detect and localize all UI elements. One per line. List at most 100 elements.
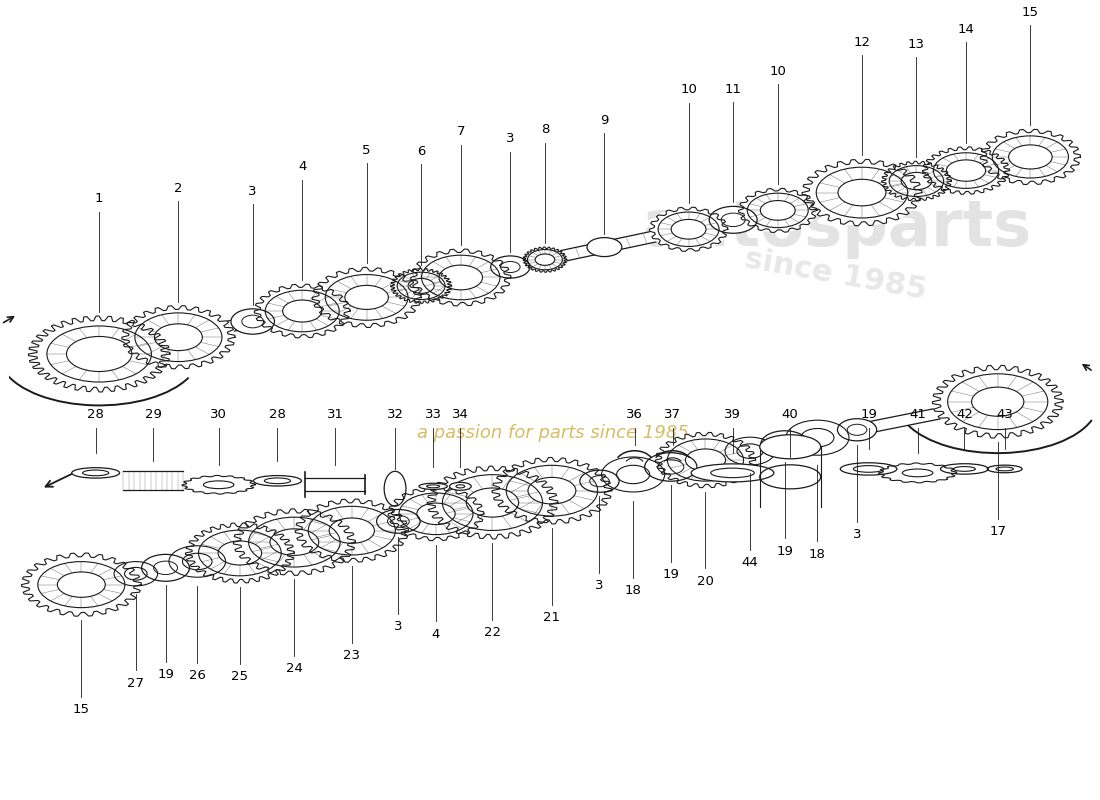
Ellipse shape — [376, 510, 420, 534]
Text: since 1985: since 1985 — [742, 245, 929, 306]
Text: 15: 15 — [73, 703, 90, 716]
Ellipse shape — [761, 430, 808, 458]
Ellipse shape — [656, 432, 756, 488]
Ellipse shape — [254, 284, 350, 338]
Ellipse shape — [491, 256, 530, 278]
Ellipse shape — [592, 451, 674, 498]
Ellipse shape — [419, 483, 448, 490]
Text: 3: 3 — [249, 185, 257, 198]
Text: autosparts: autosparts — [641, 197, 1031, 258]
Text: 19: 19 — [860, 409, 877, 422]
Ellipse shape — [776, 414, 859, 461]
Text: 14: 14 — [957, 23, 975, 36]
Text: 11: 11 — [725, 82, 741, 96]
Ellipse shape — [645, 453, 697, 481]
Text: 44: 44 — [741, 556, 758, 570]
Text: 3: 3 — [394, 620, 403, 634]
Text: 32: 32 — [386, 409, 404, 422]
Ellipse shape — [390, 269, 452, 303]
Text: 22: 22 — [484, 626, 500, 639]
Ellipse shape — [295, 499, 408, 562]
Ellipse shape — [980, 130, 1080, 185]
Ellipse shape — [183, 475, 255, 494]
Text: 4: 4 — [298, 160, 307, 174]
Text: 1: 1 — [95, 192, 103, 206]
Ellipse shape — [933, 366, 1063, 438]
Polygon shape — [45, 389, 1039, 597]
Text: 42: 42 — [956, 409, 972, 422]
Ellipse shape — [988, 465, 1022, 473]
Text: 21: 21 — [543, 611, 560, 624]
Ellipse shape — [802, 159, 922, 226]
Ellipse shape — [923, 147, 1010, 194]
Text: 7: 7 — [456, 126, 465, 138]
Text: 25: 25 — [231, 670, 249, 683]
Text: 27: 27 — [128, 677, 144, 690]
Ellipse shape — [837, 418, 877, 441]
Ellipse shape — [122, 306, 235, 369]
Ellipse shape — [253, 475, 301, 486]
Text: 18: 18 — [625, 585, 641, 598]
Text: 19: 19 — [662, 568, 679, 582]
Text: 12: 12 — [854, 36, 870, 49]
Text: 3: 3 — [506, 132, 515, 145]
Text: 19: 19 — [777, 545, 793, 558]
Text: 10: 10 — [769, 65, 786, 78]
Text: a passion for parts since 1985: a passion for parts since 1985 — [417, 424, 689, 442]
Text: 17: 17 — [989, 525, 1006, 538]
Text: 41: 41 — [910, 409, 926, 422]
Ellipse shape — [427, 466, 558, 539]
Ellipse shape — [388, 487, 484, 541]
Text: 24: 24 — [286, 662, 302, 675]
Ellipse shape — [587, 238, 621, 257]
Ellipse shape — [940, 464, 989, 474]
Text: 23: 23 — [343, 650, 361, 662]
Text: 9: 9 — [601, 114, 608, 127]
Text: 39: 39 — [724, 409, 741, 422]
Ellipse shape — [840, 462, 896, 475]
Text: 26: 26 — [189, 669, 206, 682]
Text: 37: 37 — [664, 409, 681, 422]
Text: 33: 33 — [425, 409, 441, 422]
Text: 15: 15 — [1022, 6, 1038, 18]
Ellipse shape — [738, 188, 817, 233]
Text: 18: 18 — [808, 548, 826, 561]
Text: 5: 5 — [362, 143, 371, 157]
Ellipse shape — [410, 249, 510, 306]
Ellipse shape — [72, 468, 120, 478]
Text: 3: 3 — [852, 528, 861, 541]
Ellipse shape — [717, 433, 783, 470]
Text: 29: 29 — [145, 409, 162, 422]
Text: 28: 28 — [87, 409, 104, 422]
Ellipse shape — [22, 553, 141, 616]
Text: 40: 40 — [782, 409, 799, 422]
Ellipse shape — [760, 434, 821, 459]
Ellipse shape — [881, 162, 952, 201]
Text: 2: 2 — [174, 182, 183, 195]
Ellipse shape — [186, 523, 295, 583]
Text: 28: 28 — [270, 409, 286, 422]
Ellipse shape — [879, 463, 957, 483]
Ellipse shape — [231, 309, 275, 334]
Text: 34: 34 — [452, 409, 469, 422]
Text: 36: 36 — [626, 409, 644, 422]
Text: 8: 8 — [541, 123, 549, 136]
Text: 20: 20 — [697, 574, 714, 588]
Text: 4: 4 — [432, 628, 440, 641]
Text: 6: 6 — [417, 145, 426, 158]
Text: 30: 30 — [210, 409, 227, 422]
Text: 31: 31 — [327, 409, 343, 422]
Ellipse shape — [492, 458, 612, 524]
Ellipse shape — [29, 316, 169, 392]
Ellipse shape — [524, 247, 567, 272]
Ellipse shape — [710, 206, 757, 234]
Text: 3: 3 — [595, 579, 604, 592]
Ellipse shape — [108, 558, 164, 590]
Ellipse shape — [233, 509, 355, 575]
Text: 19: 19 — [157, 668, 174, 682]
Text: 10: 10 — [680, 83, 697, 96]
Polygon shape — [77, 143, 1072, 363]
Ellipse shape — [161, 541, 234, 582]
Ellipse shape — [580, 470, 619, 492]
Ellipse shape — [142, 554, 189, 582]
